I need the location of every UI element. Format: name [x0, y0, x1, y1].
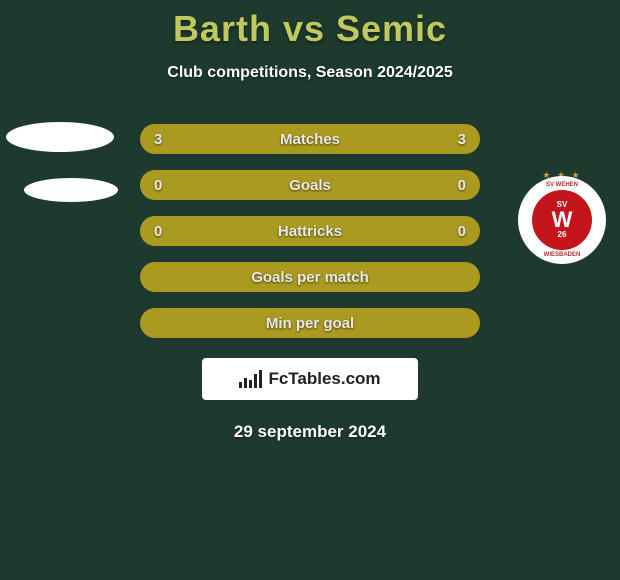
left-oval-1 — [6, 122, 114, 152]
page-title: Barth vs Semic — [0, 8, 620, 50]
fctables-badge[interactable]: FcTables.com — [202, 358, 418, 400]
stat-left-value: 3 — [154, 131, 174, 148]
stat-row: 0Hattricks0 — [140, 216, 480, 246]
stat-row: Min per goal — [140, 308, 480, 338]
stat-label: Hattricks — [174, 223, 446, 240]
crest-inner-year: 26 — [552, 231, 573, 239]
stat-row: Goals per match — [140, 262, 480, 292]
stat-label: Min per goal — [154, 315, 466, 332]
stat-left-value: 0 — [154, 177, 174, 194]
subtitle: Club competitions, Season 2024/2025 — [0, 64, 620, 82]
stat-label: Goals per match — [154, 269, 466, 286]
stat-right-value: 3 — [446, 131, 466, 148]
left-oval-2 — [24, 178, 118, 202]
stat-label: Matches — [174, 131, 446, 148]
fctables-label: FcTables.com — [268, 369, 380, 389]
fctables-chart-icon — [239, 370, 262, 388]
stat-right-value: 0 — [446, 177, 466, 194]
crest-outer-ring: SV WEHEN SV W 26 WIESBADEN — [518, 176, 606, 264]
date-label: 29 september 2024 — [0, 422, 620, 442]
stat-left-value: 0 — [154, 223, 174, 240]
stat-right-value: 0 — [446, 223, 466, 240]
stat-row: 3Matches3 — [140, 124, 480, 154]
stat-label: Goals — [174, 177, 446, 194]
crest-inner: SV W 26 — [532, 190, 592, 250]
crest-ring-bottom: WIESBADEN — [518, 252, 606, 258]
crest-ring-top: SV WEHEN — [518, 182, 606, 188]
club-crest: ★ ★ ★ SV WEHEN SV W 26 WIESBADEN — [518, 176, 606, 264]
crest-inner-w: W — [552, 209, 573, 231]
stat-row: 0Goals0 — [140, 170, 480, 200]
